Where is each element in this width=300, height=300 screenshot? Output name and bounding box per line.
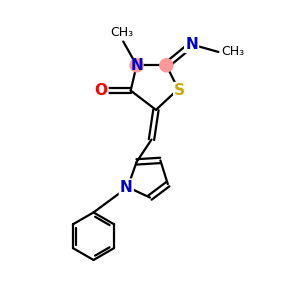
Text: CH₃: CH₃ (221, 45, 244, 58)
Text: S: S (174, 83, 185, 98)
Text: N: N (130, 58, 143, 73)
Text: N: N (185, 37, 198, 52)
Text: O: O (94, 83, 107, 98)
Text: CH₃: CH₃ (110, 26, 133, 39)
Circle shape (160, 59, 173, 72)
Circle shape (130, 59, 143, 72)
Text: N: N (120, 180, 133, 195)
